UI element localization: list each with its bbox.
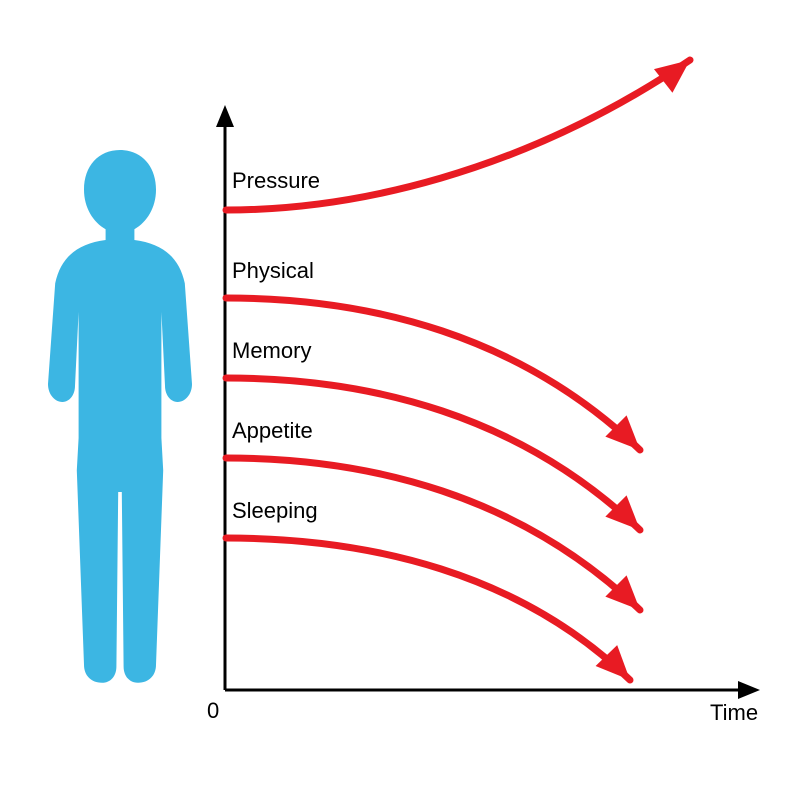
chart-curves xyxy=(226,60,690,680)
curve-label-memory: Memory xyxy=(232,338,311,363)
chart-axes xyxy=(216,105,760,699)
human-silhouette-icon xyxy=(48,150,192,683)
curve-label-physical: Physical xyxy=(232,258,314,283)
curve-label-pressure: Pressure xyxy=(232,168,320,193)
curve-label-appetite: Appetite xyxy=(232,418,313,443)
curve-sleeping xyxy=(226,538,630,680)
diagram-canvas: 0 Time Pressure Physical Memory Appetite Sle… xyxy=(0,0,800,800)
chart-labels: 0 Time Pressure Physical Memory Appetite Sle… xyxy=(207,168,758,725)
curve-label-sleeping: Sleeping xyxy=(232,498,318,523)
origin-label: 0 xyxy=(207,698,219,723)
x-axis-label: Time xyxy=(710,700,758,725)
